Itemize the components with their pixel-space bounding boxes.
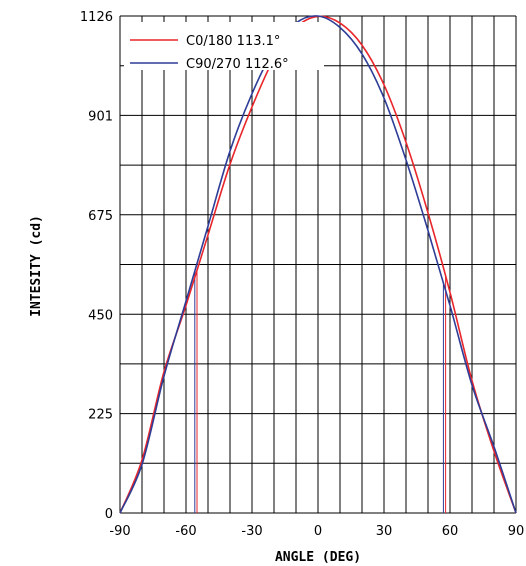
legend: C0/180 113.1° C90/270 112.6° bbox=[124, 22, 324, 72]
grid bbox=[119, 15, 517, 514]
y-tick-label: 0 bbox=[105, 507, 113, 522]
x-tick-label: -90 bbox=[109, 524, 130, 539]
legend-box bbox=[124, 22, 324, 70]
x-tick-label: 0 bbox=[314, 524, 322, 539]
y-tick-label: 450 bbox=[88, 308, 113, 323]
y-tick-label: 225 bbox=[88, 408, 113, 423]
legend-label-c0-180: C0/180 113.1° bbox=[186, 34, 280, 49]
x-tick-labels: -90 -60 -30 0 30 60 90 bbox=[109, 524, 524, 539]
x-tick-label: -30 bbox=[241, 524, 262, 539]
x-tick-label: 60 bbox=[442, 524, 459, 539]
x-tick-label: -60 bbox=[175, 524, 196, 539]
legend-label-c90-270: C90/270 112.6° bbox=[186, 57, 289, 72]
x-axis-title: ANGLE (DEG) bbox=[275, 550, 361, 565]
y-tick-label: 1126 bbox=[80, 10, 113, 25]
x-tick-label: 90 bbox=[508, 524, 525, 539]
y-tick-label: 675 bbox=[88, 209, 113, 224]
series-lines bbox=[119, 15, 517, 514]
series-line-1 bbox=[119, 15, 517, 514]
x-tick-label: 30 bbox=[376, 524, 393, 539]
half-angle-markers bbox=[194, 270, 447, 513]
y-tick-label: 901 bbox=[88, 109, 113, 124]
y-axis-title: INTESITY (cd) bbox=[29, 215, 44, 317]
y-tick-labels: 0 225 450 675 901 1126 bbox=[80, 10, 113, 522]
